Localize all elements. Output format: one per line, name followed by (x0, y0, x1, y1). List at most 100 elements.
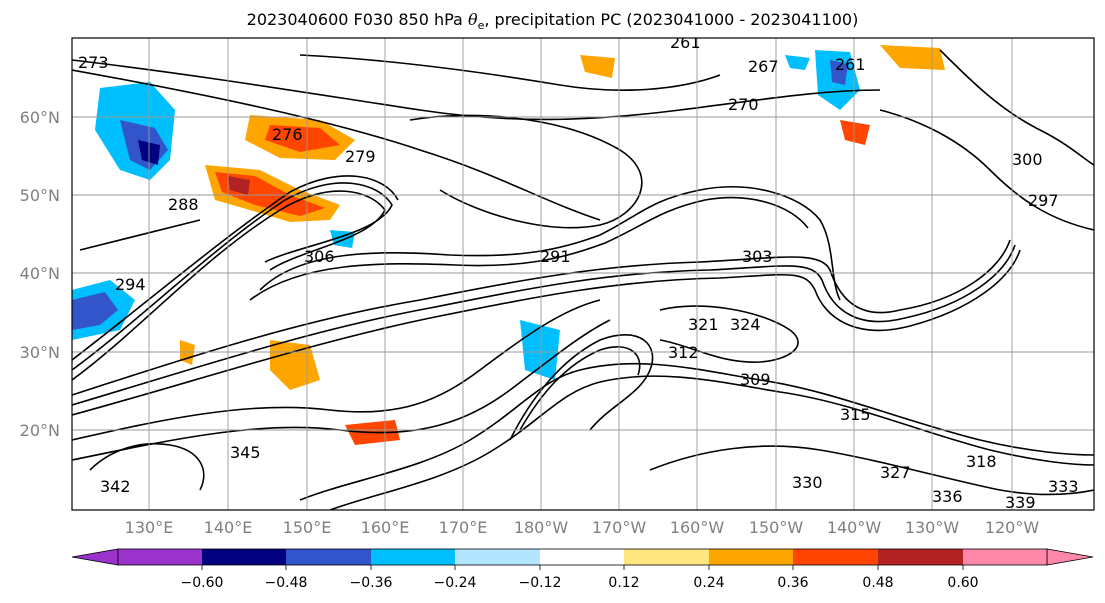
contour-label: 306 (304, 247, 335, 266)
contour-label: 270 (728, 95, 759, 114)
contour-line (249, 196, 809, 301)
contour-label: 294 (115, 275, 146, 294)
precip-blob (580, 55, 615, 78)
chart-title: 2023040600 F030 850 hPa θe, precipitatio… (246, 10, 859, 33)
precipitation-shading (72, 45, 945, 445)
map-content: 273 261 267 261 276 279 270 288 291 294 … (72, 33, 1094, 512)
lon-label: 160°E (361, 518, 410, 537)
contour-label: 333 (1048, 477, 1079, 496)
colorbar-tick-label: 0.48 (862, 575, 893, 591)
lat-label: 30°N (20, 343, 60, 362)
precip-blob (72, 292, 118, 330)
contour-label: 279 (345, 147, 376, 166)
map-frame-bg (72, 38, 1094, 510)
colorbar-outline (117, 548, 1048, 566)
lat-label: 20°N (20, 421, 60, 440)
precip-blob (880, 45, 945, 70)
contour-line (299, 54, 721, 91)
contour-label: 327 (880, 463, 911, 482)
colorbar-extend-max (1046, 548, 1094, 566)
contour-line (659, 305, 799, 363)
contour-label: 300 (1012, 150, 1043, 169)
precip-blob (228, 176, 250, 195)
precip-blob (830, 60, 848, 85)
contour-label: 342 (100, 477, 131, 496)
lon-label: 180°W (514, 518, 569, 537)
precip-blob (520, 320, 560, 380)
contour-line (879, 109, 1094, 231)
colorbar-segment (118, 549, 202, 565)
colorbar-ticks: −0.60 −0.48 −0.36 −0.24 −0.12 0.12 0.24 … (181, 575, 979, 591)
lat-label: 60°N (20, 108, 60, 127)
lon-label: 140°W (827, 518, 882, 537)
contour-line (72, 69, 601, 221)
contour-label: 291 (540, 247, 571, 266)
contour-line (939, 49, 1094, 166)
contour-label: 315 (840, 405, 871, 424)
colorbar-segments (118, 549, 1047, 565)
colorbar-tick-label: −0.60 (181, 575, 224, 591)
colorbar-tick-label: 0.36 (777, 575, 808, 591)
contour-label: 345 (230, 443, 261, 462)
colorbar-extend-min (71, 548, 119, 566)
contour-label: 339 (1005, 493, 1036, 512)
colorbar-tick-label: −0.36 (350, 575, 393, 591)
precip-blob (265, 125, 340, 152)
contour-line (299, 362, 1094, 501)
colorbar: −0.60 −0.48 −0.36 −0.24 −0.12 0.12 0.24 … (71, 548, 1094, 591)
colorbar-tick-label: 0.24 (693, 575, 724, 591)
contour-label: 267 (748, 57, 779, 76)
contour-line (72, 299, 601, 441)
lon-label: 120°W (985, 518, 1040, 537)
colorbar-segment (878, 549, 963, 565)
contour-line (72, 249, 1021, 416)
graticule (72, 38, 1094, 510)
colorbar-segment (624, 549, 709, 565)
contour-label: 288 (168, 195, 199, 214)
contour-line (649, 445, 1094, 496)
contour-label: 276 (272, 125, 303, 144)
colorbar-segment (455, 549, 540, 565)
lat-axis: 60°N 50°N 40°N 30°N 20°N (20, 108, 60, 440)
contour-line (259, 186, 841, 301)
contour-line (509, 334, 654, 441)
colorbar-tick-label: 0.12 (608, 575, 639, 591)
contour-line (72, 239, 1011, 396)
contour-label: 324 (730, 315, 761, 334)
colorbar-tick-label: 0.60 (947, 575, 978, 591)
contour-line (79, 219, 201, 251)
colorbar-segment (963, 549, 1047, 565)
theta-e-contours (72, 49, 1094, 510)
lon-label: 170°W (592, 518, 647, 537)
contour-label: 330 (792, 473, 823, 492)
lon-label: 150°W (749, 518, 804, 537)
contour-label: 273 (78, 53, 109, 72)
contour-label: 309 (740, 370, 771, 389)
colorbar-segment (540, 549, 624, 565)
lon-label: 130°W (905, 518, 960, 537)
lat-label: 50°N (20, 186, 60, 205)
contour-label: 318 (966, 452, 997, 471)
contour-labels: 273 261 267 261 276 279 270 288 291 294 … (78, 33, 1079, 512)
contour-label: 321 (688, 315, 719, 334)
contour-label: 303 (742, 247, 773, 266)
contour-line (72, 182, 393, 371)
lon-label: 130°E (125, 518, 174, 537)
contour-line (72, 244, 1016, 406)
lon-axis: 130°E 140°E 150°E 160°E 170°E 180°W 170°… (125, 518, 1040, 537)
lon-label: 160°W (670, 518, 725, 537)
colorbar-tick-label: −0.24 (434, 575, 477, 591)
precip-blob (270, 340, 320, 390)
contour-line (329, 375, 1094, 510)
contour-label: 261 (835, 55, 866, 74)
map-frame (71, 37, 1095, 511)
lat-label: 40°N (20, 264, 60, 283)
contour-label: 261 (670, 33, 701, 52)
colorbar-segment (202, 549, 286, 565)
colorbar-tick-label: −0.12 (519, 575, 562, 591)
colorbar-segment (793, 549, 878, 565)
contour-line (72, 190, 386, 381)
contour-label: 336 (932, 487, 963, 506)
lon-label: 170°E (439, 518, 488, 537)
